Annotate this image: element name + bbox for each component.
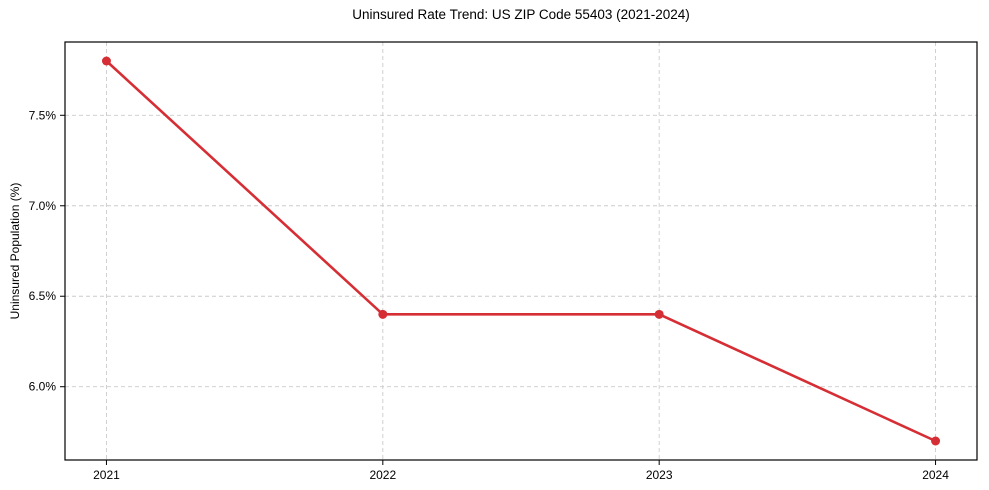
data-point	[654, 309, 664, 319]
data-point	[931, 436, 941, 446]
x-tick-label: 2022	[369, 468, 396, 482]
y-tick-label: 6.5%	[29, 289, 57, 303]
y-tick-label: 7.0%	[29, 199, 57, 213]
plot-border	[64, 41, 978, 461]
x-tick-label: 2023	[646, 468, 673, 482]
data-point	[378, 309, 388, 319]
trend-line	[105, 59, 937, 443]
x-tick-label: 2024	[922, 468, 949, 482]
x-tick-label: 2021	[93, 468, 120, 482]
data-point	[101, 56, 111, 66]
chart-title: Uninsured Rate Trend: US ZIP Code 55403 …	[352, 7, 690, 22]
y-tick-label: 6.0%	[29, 380, 57, 394]
y-tick-label: 7.5%	[29, 108, 57, 122]
